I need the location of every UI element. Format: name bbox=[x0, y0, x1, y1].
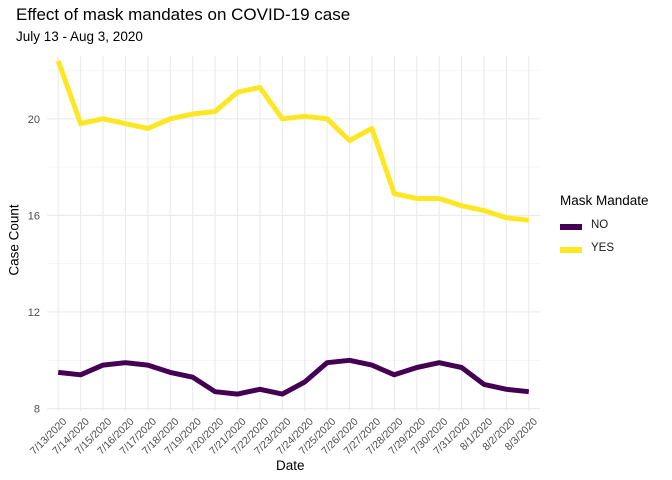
legend-label-no: NO bbox=[591, 219, 609, 231]
chart-subtitle: July 13 - Aug 3, 2020 bbox=[16, 29, 143, 44]
series-line-no bbox=[57, 357, 530, 397]
y-axis-label: Case Count bbox=[6, 204, 22, 276]
legend-key-yes bbox=[560, 247, 582, 253]
y-tick-label: 20 bbox=[28, 114, 40, 126]
series-line-yes bbox=[55, 59, 530, 223]
y-tick-label: 12 bbox=[28, 307, 40, 319]
y-tick-label: 16 bbox=[28, 210, 40, 222]
x-axis-label: Date bbox=[276, 458, 305, 473]
y-tick-label: 8 bbox=[34, 404, 40, 416]
legend-label-yes: YES bbox=[591, 242, 615, 254]
legend-key-no bbox=[560, 224, 582, 230]
chart-title: Effect of mask mandates on COVID-19 case bbox=[16, 5, 351, 24]
legend-title: Mask Mandate bbox=[560, 193, 649, 208]
